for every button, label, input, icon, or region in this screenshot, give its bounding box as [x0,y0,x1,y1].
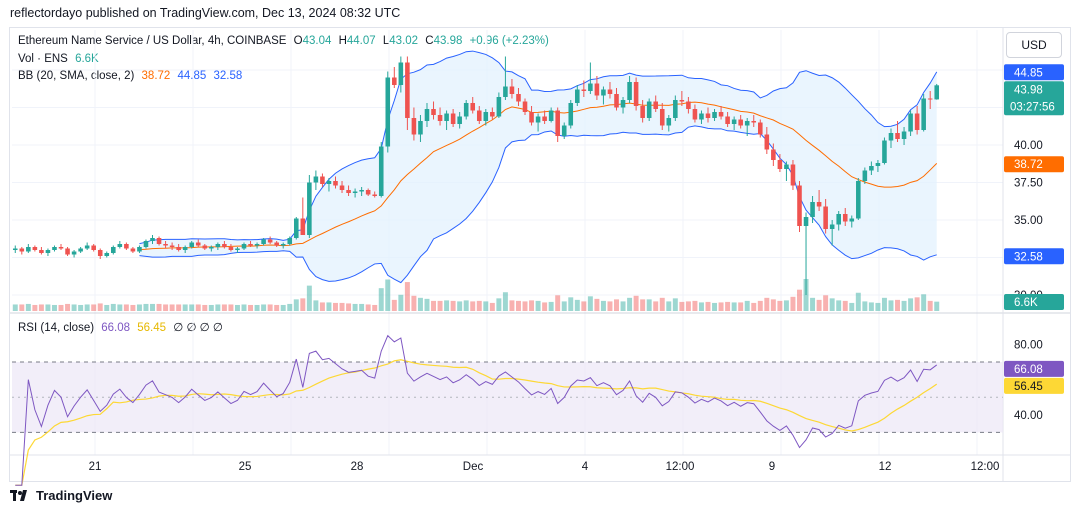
legend-symbol-row: Ethereum Name Service / US Dollar, 4h, C… [18,35,553,47]
legend-bb-upper: 44.85 [177,70,207,82]
legend-open: 43.04 [302,35,332,47]
legend-rsi-label[interactable]: RSI (14, close) [18,322,95,334]
legend-symbol[interactable]: Ethereum Name Service / US Dollar, 4h, C… [18,35,287,47]
legend-c-label: C [425,35,434,47]
currency-button[interactable]: USD [1006,32,1062,58]
legend-change: +0.96 (+2.23%) [469,35,549,47]
legend-volume-value: 6.6K [75,53,99,65]
legend-volume-row: Vol · ENS 6.6K [18,53,103,65]
tradingview-footer[interactable]: TradingView [10,488,112,503]
legend-bb-row: BB (20, SMA, close, 2) 38.72 44.85 32.58 [18,70,246,82]
legend-bb-basis: 38.72 [141,70,171,82]
legend-rsi-row: RSI (14, close) 66.08 56.45 ∅ ∅ ∅ ∅ [18,320,227,334]
legend-high: 44.07 [346,35,376,47]
legend-h-label: H [338,35,347,47]
tradingview-logo-icon [10,489,27,501]
chart-frame [9,27,1071,482]
legend-close: 43.98 [433,35,463,47]
tradingview-brand: TradingView [36,488,113,503]
legend-l-label: L [382,35,390,47]
legend-bb-label[interactable]: BB (20, SMA, close, 2) [18,70,135,82]
legend-bb-lower: 32.58 [213,70,243,82]
legend-rsi-value: 66.08 [101,322,131,334]
legend-rsi-ma: 56.45 [137,322,167,334]
publisher-line: reflectordayo published on TradingView.c… [10,6,401,20]
legend-rsi-extra: ∅ ∅ ∅ ∅ [173,322,223,334]
legend-volume-label[interactable]: Vol · ENS [18,53,68,65]
legend-o-label: O [293,35,303,47]
legend-low: 43.02 [389,35,419,47]
